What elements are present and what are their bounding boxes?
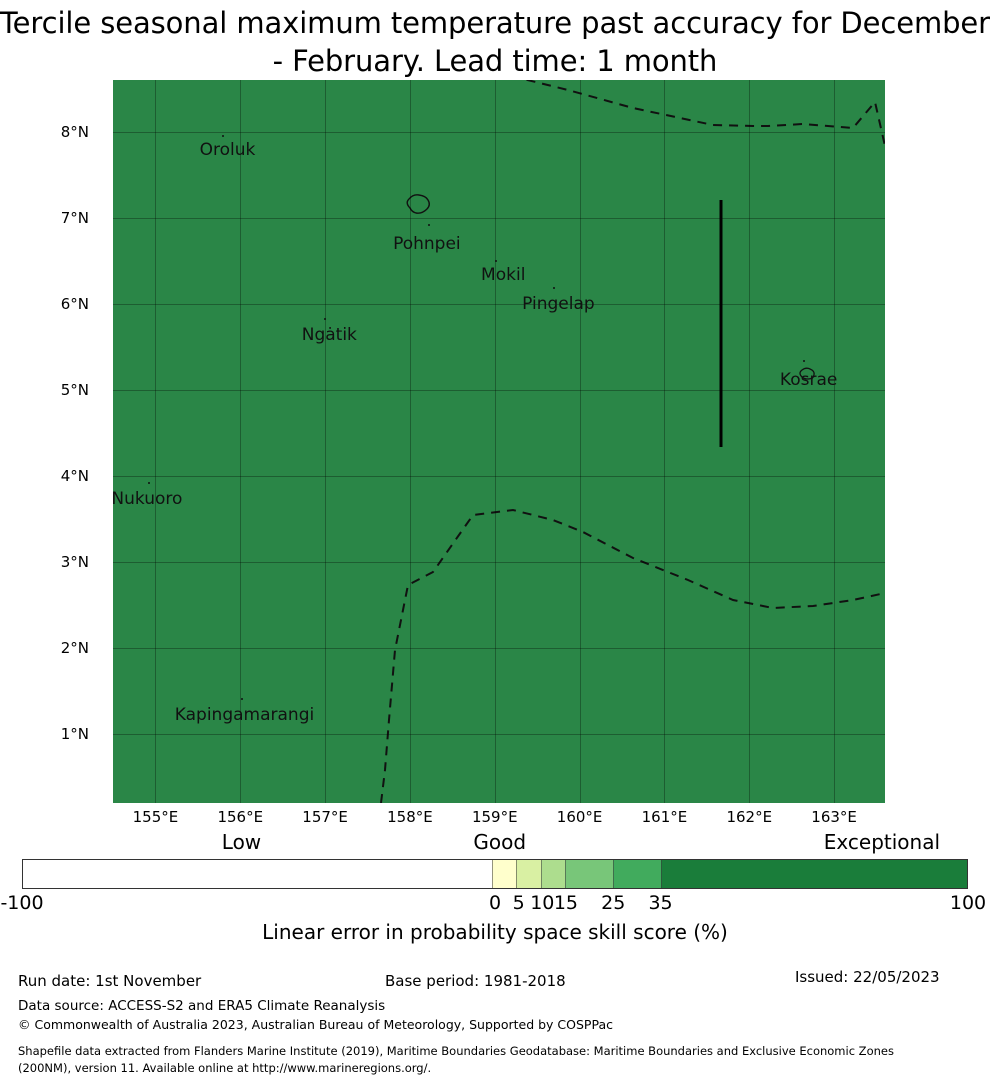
kosrae-island-shape (799, 367, 815, 380)
latitude-tick-label: 3°N (60, 553, 89, 571)
longitude-tick-label: 161°E (641, 808, 688, 826)
island-marker-dot (147, 481, 150, 484)
island-marker-dot (240, 697, 243, 700)
page-title: Tercile seasonal maximum temperature pas… (0, 6, 990, 78)
gridline-vertical (240, 80, 242, 803)
data-source: Data source: ACCESS-S2 and ERA5 Climate … (18, 998, 386, 1014)
map-vector-layer (380, 80, 885, 803)
colorbar-tick-label: 10 (530, 892, 555, 914)
run-date: Run date: 1st November (18, 972, 202, 990)
colorbar-segment[interactable] (540, 860, 566, 888)
eez-boundary-south (380, 508, 885, 803)
latitude-tick-label: 1°N (60, 725, 89, 744)
colorbar-tick-label: 100 (949, 892, 987, 914)
gridline-vertical (155, 80, 157, 803)
longitude-tick-label: 162°E (726, 808, 773, 826)
place-label: Nukuoro (111, 489, 183, 510)
longitude-tick-label: 157°E (302, 808, 348, 826)
gridline-vertical (749, 80, 751, 803)
gridline-vertical (494, 80, 496, 803)
longitude-tick-label: 159°E (471, 808, 518, 826)
place-label: Ngȧtik (301, 325, 357, 346)
colorbar-title: Linear error in probability space skill … (262, 920, 728, 944)
shapefile-credit-line2: (200NM), version 11. Available online at… (18, 1061, 432, 1075)
gridline-vertical (409, 80, 411, 803)
island-marker-dot (495, 259, 498, 262)
gridline-horizontal (113, 217, 885, 219)
latitude-tick-label: 6°N (60, 294, 89, 313)
latitude-tick-label: 5°N (60, 380, 89, 399)
island-marker-dot (222, 134, 225, 137)
copyright-notice: © Commonwealth of Australia 2023, Austra… (18, 1017, 613, 1032)
gridline-horizontal (113, 389, 885, 391)
colorbar-tick-labels: -100 0 5 10 15 25 35 100 (0, 892, 990, 914)
gridline-vertical (834, 80, 836, 803)
island-marker-dot (803, 359, 806, 362)
longitude-tick-label: 155°E (132, 808, 179, 826)
colorbar-segment[interactable] (661, 860, 967, 888)
longitude-tick-label: 156°E (217, 808, 264, 826)
colorbar-tick-label: 0 (488, 892, 502, 914)
place-label: Mokil (481, 265, 526, 286)
colorbar-category-label: Exceptional (823, 830, 941, 854)
longitude-tick-label: 158°E (387, 808, 433, 826)
pohnpei-island-shape (406, 194, 430, 214)
longitude-tick-label: 160°E (556, 808, 603, 826)
gridline-horizontal (113, 734, 885, 736)
island-marker-dot (427, 223, 430, 226)
colorbar-tick-label: 35 (648, 892, 673, 914)
gridline-horizontal (113, 475, 885, 477)
place-label: Kapingamarangi (174, 705, 315, 726)
gridline-horizontal (113, 131, 885, 133)
colorbar-segment[interactable] (516, 860, 541, 888)
colorbar-category-label: Good (473, 830, 527, 854)
colorbar-category-label: Low (221, 830, 262, 854)
island-marker-dot (553, 287, 556, 290)
latitude-tick-label: 8°N (60, 122, 89, 141)
colorbar-segment[interactable] (23, 860, 493, 888)
gridline-horizontal (113, 648, 885, 650)
colorbar-tick-label: 25 (601, 892, 626, 914)
base-period: Base period: 1981-2018 (385, 972, 566, 990)
colorbar-category-labels: Low Good Exceptional (0, 830, 990, 856)
gridline-vertical (579, 80, 581, 803)
shapefile-credit-line1: Shapefile data extracted from Flanders M… (18, 1044, 894, 1058)
place-label: Oroluk (199, 139, 256, 160)
gridline-horizontal (113, 303, 885, 305)
latitude-tick-label: 2°N (60, 639, 89, 658)
colorbar-tick-label: 15 (553, 892, 579, 914)
colorbar-segment[interactable] (613, 860, 662, 888)
gridline-vertical (325, 80, 327, 803)
gridline-horizontal (113, 562, 885, 563)
place-label: Pohnpei (393, 234, 461, 255)
colorbar-tick-label: -100 (0, 892, 44, 914)
place-label: Pingelap (522, 293, 595, 314)
latitude-tick-label: 4°N (60, 466, 89, 485)
colorbar-tick-label: 5 (512, 892, 525, 914)
colorbar-segment[interactable] (565, 860, 614, 888)
footer: Run date: 1st November Base period: 1981… (0, 968, 990, 1075)
map-plot-area[interactable] (113, 80, 885, 803)
gridline-vertical (664, 80, 666, 803)
colorbar[interactable] (22, 859, 968, 889)
longitude-tick-label: 163°E (811, 808, 857, 826)
island-marker-dot (324, 318, 327, 321)
issued-date: Issued: 22/05/2023 (795, 968, 940, 986)
colorbar-segment[interactable] (492, 860, 517, 888)
place-label: Kosrae (779, 370, 838, 391)
eez-boundary-north (523, 80, 885, 147)
latitude-tick-label: 7°N (60, 208, 89, 227)
